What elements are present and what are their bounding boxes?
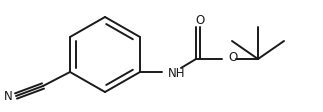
Text: N: N [4, 90, 13, 103]
Text: NH: NH [168, 67, 185, 80]
Text: O: O [228, 51, 237, 64]
Text: O: O [195, 13, 205, 26]
